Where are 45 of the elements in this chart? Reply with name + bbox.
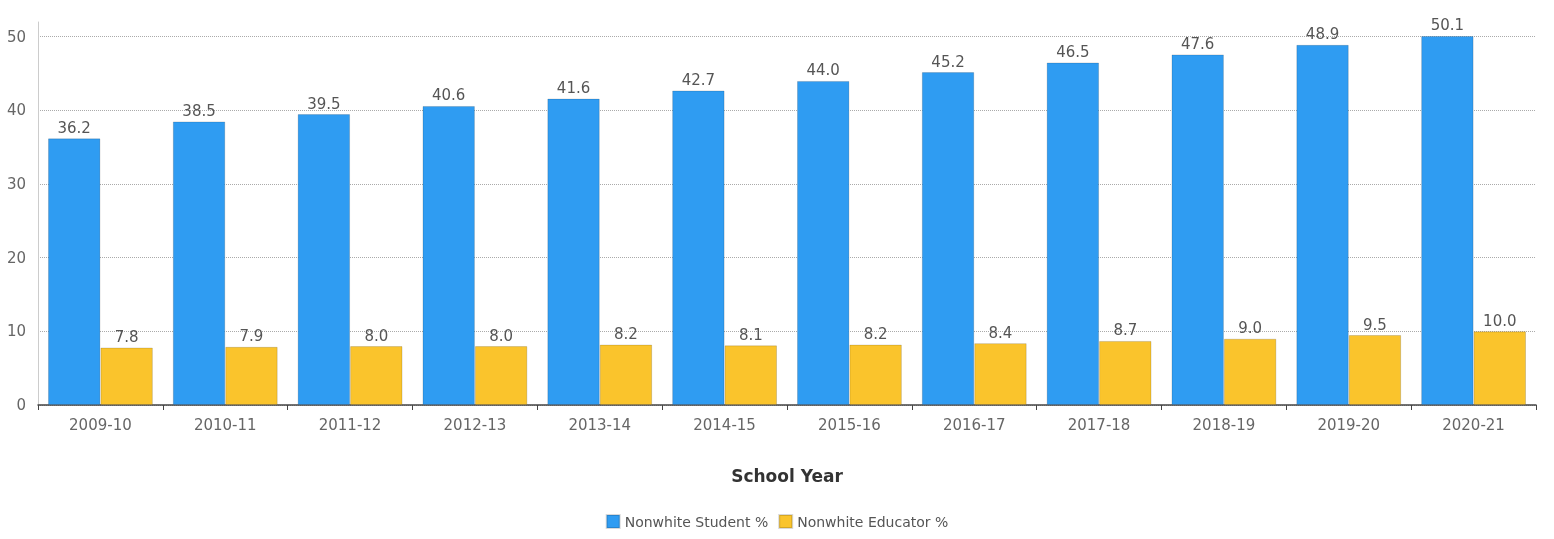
x-tick-label: 2010-11 xyxy=(193,415,257,434)
data-label: 38.5 xyxy=(182,101,216,120)
y-tick-label: 10 xyxy=(6,322,26,341)
y-tick-label: 30 xyxy=(6,175,26,194)
x-tick-label: 2009-10 xyxy=(69,415,132,434)
data-label: 8.0 xyxy=(364,326,389,345)
y-tick-label: 0 xyxy=(16,396,26,414)
data-label: 8.1 xyxy=(738,325,763,344)
data-label: 44.0 xyxy=(806,61,840,80)
x-tick-label: 2018-19 xyxy=(1192,415,1256,434)
x-tick-label: 2014-15 xyxy=(693,415,756,434)
data-label: 50.1 xyxy=(1430,16,1465,35)
data-label: 8.4 xyxy=(988,323,1013,342)
data-label: 40.6 xyxy=(432,86,466,105)
data-label: 42.7 xyxy=(681,71,716,89)
data-label: 10.0 xyxy=(1483,311,1517,330)
y-tick-label: 20 xyxy=(6,248,26,267)
x-tick-label: 2013-14 xyxy=(568,415,632,434)
data-label: 39.5 xyxy=(307,94,341,113)
data-label: 47.6 xyxy=(1181,34,1215,53)
data-label: 8.2 xyxy=(614,325,638,344)
y-tick-label: 50 xyxy=(6,27,26,46)
x-tick-label: 2015-16 xyxy=(818,415,881,434)
data-label: 9.0 xyxy=(1238,319,1263,338)
x-tick-label: 2017-18 xyxy=(1067,415,1131,434)
x-axis-title: School Year xyxy=(731,465,844,486)
data-label: 41.6 xyxy=(556,79,591,98)
legend-label: Nonwhite Student % xyxy=(624,513,769,530)
x-tick-label: 2016-17 xyxy=(942,415,1006,434)
data-label: 45.2 xyxy=(931,52,965,71)
data-label: 7.9 xyxy=(239,327,264,346)
data-label: 8.7 xyxy=(1113,321,1138,340)
data-label: 8.2 xyxy=(863,325,888,344)
data-label: 8.0 xyxy=(489,326,514,345)
x-tick-label: 2020-21 xyxy=(1442,415,1505,434)
data-label: 7.8 xyxy=(114,328,139,347)
data-label: 9.5 xyxy=(1363,315,1387,334)
x-tick-label: 2011-12 xyxy=(318,415,382,434)
data-label: 48.9 xyxy=(1305,25,1340,44)
legend-label: Nonwhite Educator % xyxy=(797,513,949,530)
data-label: 46.5 xyxy=(1056,43,1090,62)
data-label: 36.2 xyxy=(57,118,91,137)
x-tick-label: 2012-13 xyxy=(443,415,507,434)
x-tick-label: 2019-20 xyxy=(1317,415,1381,434)
y-tick-label: 40 xyxy=(6,101,26,120)
